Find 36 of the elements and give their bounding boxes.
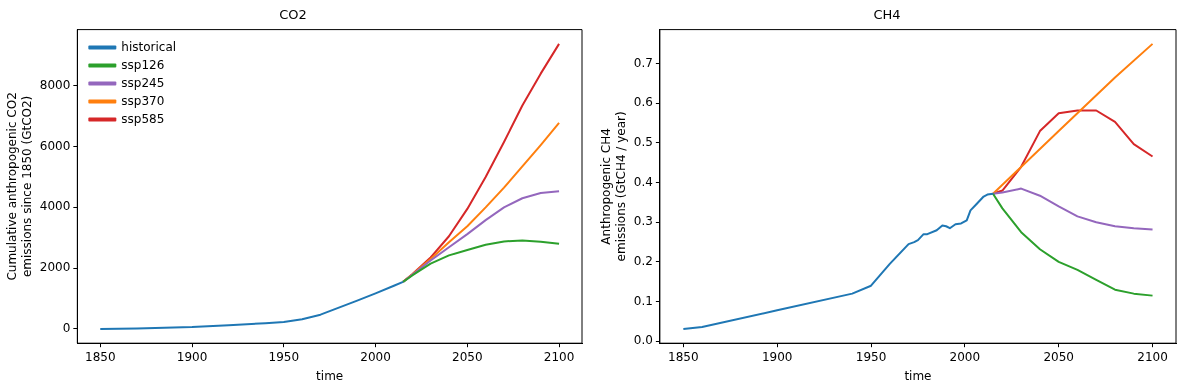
y-tick-label: 0.5 (633, 135, 653, 150)
y-tick-label: 2000 (39, 260, 71, 275)
x-tick-label: 2100 (543, 349, 575, 364)
y-tick-label: 0.2 (633, 254, 653, 269)
x-tick-label: 2050 (1043, 349, 1074, 364)
x-axis-title: time (316, 368, 344, 383)
x-tick-label: 1950 (268, 349, 300, 364)
x-tick-label: 1900 (176, 349, 208, 364)
x-axis-title: time (904, 368, 932, 383)
x-tick-label: 2050 (452, 349, 483, 364)
x-tick-label: 1900 (761, 349, 793, 364)
y-tick-label: 0.4 (633, 174, 653, 189)
y-tick-label: 4000 (39, 199, 71, 214)
chart-title: CO2 (279, 7, 307, 23)
y-tick-label: 6000 (39, 138, 71, 153)
legend-label: ssp126 (121, 57, 165, 72)
y-tick-label: 0.3 (633, 214, 653, 229)
legend-label: ssp245 (121, 75, 165, 90)
x-tick-label: 2000 (949, 349, 981, 364)
y-axis-title: Cumulative anthropogenic CO2 emissions since 1850 (GtCO2) (5, 92, 34, 281)
legend-label: ssp585 (121, 111, 165, 126)
y-tick-label: 0 (62, 321, 71, 336)
x-tick-label: 1850 (668, 349, 699, 364)
x-tick-label: 2100 (1137, 349, 1168, 364)
x-tick-label: 2000 (360, 349, 391, 364)
x-tick-label: 1950 (855, 349, 887, 364)
legend-label: ssp370 (121, 93, 165, 108)
y-tick-label: 0.7 (633, 55, 653, 70)
y-tick-label: 0.0 (633, 333, 653, 348)
chart-title: CH4 (873, 7, 901, 23)
y-tick-label: 0.1 (633, 293, 653, 308)
legend-label: historical (121, 39, 177, 54)
y-tick-label: 8000 (39, 77, 71, 92)
y-tick-label: 0.6 (633, 95, 653, 110)
y-axis-title: Anthropogenic CH4 emissions (GtCH4 / year) (599, 111, 628, 262)
x-tick-label: 1850 (85, 349, 116, 364)
